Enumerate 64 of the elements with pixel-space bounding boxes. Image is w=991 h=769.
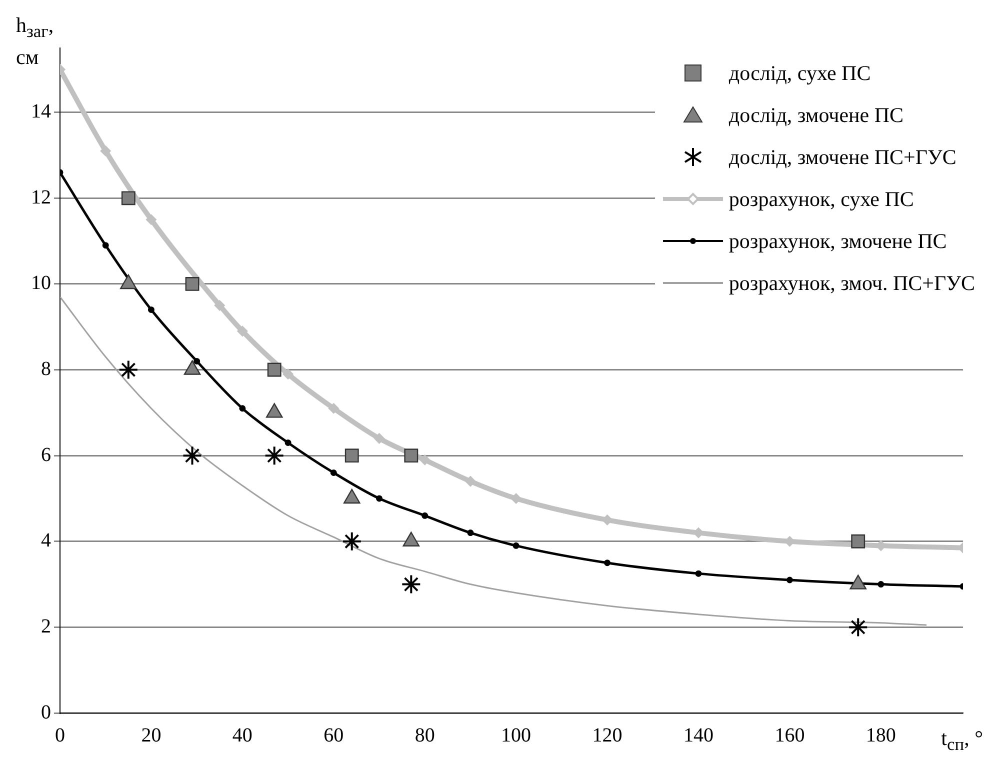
point bbox=[148, 306, 154, 313]
point bbox=[878, 581, 884, 588]
point bbox=[512, 542, 520, 549]
legend-label: дослід, змочене ПС bbox=[728, 102, 904, 128]
x-tick-label: 120 bbox=[592, 724, 622, 746]
x-tick-label: 20 bbox=[141, 724, 162, 746]
x-tick-label: 60 bbox=[324, 724, 344, 746]
point bbox=[182, 446, 202, 466]
legend-label: розрахунок, сухе ПС bbox=[728, 186, 914, 212]
x-tick-label: 80 bbox=[414, 724, 435, 746]
y-tick-label: 10 bbox=[31, 272, 51, 294]
x-tick-label: 180 bbox=[866, 724, 896, 746]
point bbox=[467, 530, 474, 536]
point bbox=[786, 576, 793, 584]
point bbox=[146, 215, 156, 224]
point bbox=[851, 534, 866, 548]
point bbox=[695, 570, 702, 577]
point bbox=[602, 515, 612, 524]
point bbox=[264, 446, 284, 466]
point bbox=[267, 362, 282, 377]
point bbox=[374, 434, 384, 443]
legend-label: дослід, сухе ПС bbox=[728, 60, 871, 86]
point bbox=[404, 448, 418, 463]
point bbox=[118, 360, 138, 380]
x-tick-label: 100 bbox=[501, 724, 532, 746]
point bbox=[194, 358, 200, 364]
point bbox=[604, 560, 611, 566]
point bbox=[376, 495, 382, 502]
line-series bbox=[60, 296, 928, 626]
x-tick-label: 140 bbox=[683, 724, 714, 746]
x-tick-label: 40 bbox=[232, 724, 252, 746]
point bbox=[848, 617, 868, 638]
y-axis-title: h$_{заг}$, см bbox=[16, 12, 55, 70]
y-tick-label: 8 bbox=[41, 358, 51, 380]
point bbox=[330, 469, 337, 476]
legend-label: дослід, змочене ПС+ГУС bbox=[728, 144, 956, 170]
point bbox=[422, 512, 428, 519]
point bbox=[121, 191, 136, 206]
y-tick-label: 2 bbox=[41, 615, 51, 638]
y-tick-label: 4 bbox=[41, 530, 51, 552]
y-tick-label: 14 bbox=[31, 100, 51, 123]
y-tick-label: 6 bbox=[41, 444, 51, 466]
point bbox=[101, 146, 110, 156]
point bbox=[512, 494, 521, 503]
legend-label: розрахунок, змоч. ПС+ГУС bbox=[728, 270, 975, 296]
point bbox=[185, 277, 200, 291]
point bbox=[239, 405, 246, 412]
point bbox=[284, 439, 292, 446]
point bbox=[284, 370, 293, 379]
point bbox=[466, 476, 475, 486]
point bbox=[401, 574, 422, 594]
point bbox=[215, 300, 224, 310]
point bbox=[238, 326, 247, 336]
y-tick-label: 12 bbox=[31, 186, 51, 208]
legend-label: розрахунок, змочене ПС bbox=[728, 228, 947, 254]
point bbox=[329, 404, 338, 413]
x-tick-label: 160 bbox=[774, 724, 805, 746]
point bbox=[102, 242, 109, 249]
y-tick-label: 0 bbox=[41, 701, 51, 724]
point bbox=[344, 448, 359, 463]
x-tick-label: 0 bbox=[55, 724, 65, 746]
point bbox=[420, 455, 430, 464]
point bbox=[342, 531, 362, 552]
x-axis-title: t$_{сп}$, ° bbox=[941, 726, 983, 755]
